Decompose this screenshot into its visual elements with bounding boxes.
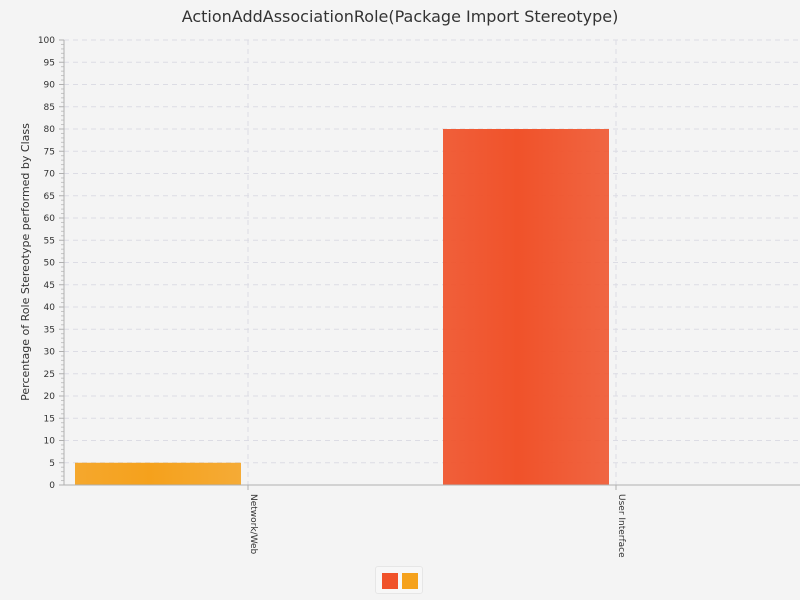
y-tick-label: 80 xyxy=(44,125,56,135)
legend xyxy=(375,566,423,594)
y-tick-label: 25 xyxy=(44,370,55,380)
y-tick-label: 60 xyxy=(44,214,56,224)
y-tick-label: 40 xyxy=(44,303,56,313)
x-tick-label: Network/Web xyxy=(248,494,258,555)
y-tick-label: 95 xyxy=(44,58,55,68)
bar-network-web[interactable] xyxy=(75,462,241,485)
y-tick-label: 100 xyxy=(38,36,55,46)
x-tick-label: User Interface xyxy=(616,494,626,558)
y-tick-label: 20 xyxy=(44,392,56,402)
bar-user-interface[interactable] xyxy=(443,129,609,485)
y-tick-label: 70 xyxy=(44,170,56,180)
y-tick-label: 65 xyxy=(44,192,55,202)
y-tick-label: 90 xyxy=(44,81,56,91)
y-tick-label: 30 xyxy=(44,348,56,358)
y-tick-label: 15 xyxy=(44,414,55,424)
grid-layer xyxy=(64,39,800,485)
legend-swatch-series-1 xyxy=(382,573,398,589)
y-tick-label: 10 xyxy=(44,437,56,447)
legend-swatch-series-2 xyxy=(402,573,418,589)
y-tick-label: 45 xyxy=(44,281,55,291)
y-tick-label: 5 xyxy=(49,459,55,469)
bar-layer xyxy=(75,129,609,485)
y-tick-label: 50 xyxy=(44,259,56,269)
axis-layer: 0 5 10 15 20 25 30 35 40 45 50 55 60 65 70 75 80 85 90 95 10… xyxy=(38,36,800,558)
y-tick-label: 85 xyxy=(44,103,55,113)
y-axis-title: Percentage of Role Stereotype performed … xyxy=(19,123,32,401)
chart-title: ActionAddAssociationRole(Package Import … xyxy=(181,7,619,26)
y-tick-label: 75 xyxy=(44,147,55,157)
y-tick-label: 0 xyxy=(49,481,55,491)
y-tick-label: 55 xyxy=(44,236,55,246)
y-tick-label: 35 xyxy=(44,325,55,335)
